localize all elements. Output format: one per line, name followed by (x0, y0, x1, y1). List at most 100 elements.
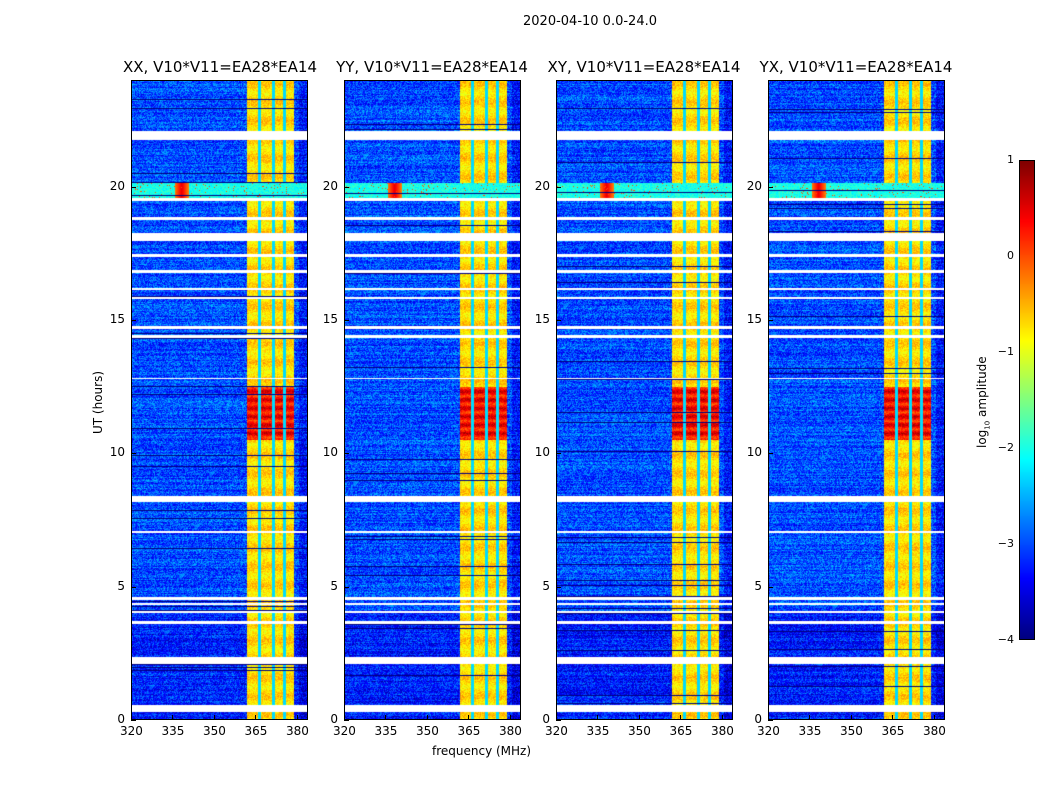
x-tick-mark (468, 715, 470, 720)
y-tick-label: 0 (754, 712, 762, 726)
heatmap-canvas-xx (132, 81, 307, 719)
y-tick-label: 20 (322, 178, 338, 193)
x-tick-label: 320 (120, 724, 143, 738)
x-tick-label: 365 (457, 724, 481, 738)
panel-title-xx: XX, V10*V11=EA28*EA14 (122, 58, 317, 76)
heatmap-canvas-yy (345, 81, 520, 719)
heatmap-yy (344, 80, 521, 720)
y-axis-label: UT (hours) (91, 370, 105, 434)
x-tick-mark (509, 715, 511, 720)
y-tick-label: 15 (534, 312, 550, 326)
x-tick-mark (721, 715, 723, 720)
x-tick-label: 350 (202, 724, 226, 738)
heatmap-xy (556, 80, 733, 720)
x-tick-label: 380 (710, 724, 734, 738)
panel-title-yy: YY, V10*V11=EA28*EA14 (336, 58, 528, 76)
y-tick-label: 10 (109, 445, 125, 460)
x-tick-mark (172, 715, 174, 720)
y-tick-mark (344, 186, 349, 188)
y-tick-label: 20 (109, 178, 125, 193)
y-tick-mark (344, 320, 349, 321)
y-tick-label: 15 (746, 312, 762, 326)
x-tick-mark (426, 715, 428, 720)
colorbar (1019, 160, 1035, 640)
x-tick-label: 335 (374, 724, 398, 738)
panel-title-xy: XY, V10*V11=EA28*EA14 (547, 58, 741, 76)
colorbar-tick-label: −4 (997, 633, 1014, 646)
x-tick-mark (933, 715, 935, 720)
y-tick-mark (131, 586, 136, 588)
y-tick-label: 5 (117, 578, 125, 593)
y-tick-mark (131, 320, 136, 321)
x-tick-label: 320 (545, 724, 568, 738)
y-tick-label: 5 (542, 578, 550, 593)
x-tick-mark (296, 715, 298, 720)
y-tick-label: 15 (109, 312, 125, 326)
colorbar-label: log10 amplitude (975, 356, 991, 448)
colorbar-tick-label: 0 (1007, 249, 1014, 262)
panel-title-yx: YX, V10*V11=EA28*EA14 (759, 58, 953, 76)
x-tick-mark (213, 715, 215, 720)
y-tick-label: 0 (542, 712, 550, 726)
y-tick-label: 10 (746, 445, 762, 460)
y-tick-mark (768, 720, 773, 721)
x-tick-label: 320 (333, 724, 356, 738)
y-tick-mark (131, 186, 136, 188)
y-tick-label: 0 (117, 712, 125, 726)
y-tick-mark (768, 586, 773, 588)
x-tick-label: 380 (922, 724, 946, 738)
colorbar-tick-label: −2 (997, 441, 1014, 454)
x-tick-mark (344, 715, 345, 720)
colorbar-label-sub: 10 (983, 420, 992, 430)
x-tick-mark (892, 715, 894, 720)
colorbar-gradient (1020, 161, 1034, 639)
y-tick-mark (344, 453, 349, 455)
x-tick-mark (131, 715, 132, 720)
figure-title: 2020-04-10 0.0-24.0 (523, 14, 657, 29)
x-tick-mark (255, 715, 257, 720)
x-tick-label: 365 (881, 724, 905, 738)
y-tick-mark (768, 453, 773, 455)
colorbar-label-log: log (975, 429, 989, 448)
colorbar-tick-label: 1 (1007, 153, 1014, 166)
x-tick-label: 350 (839, 724, 863, 738)
x-tick-mark (556, 715, 557, 720)
x-tick-mark (809, 715, 811, 720)
x-tick-label: 350 (415, 724, 439, 738)
y-tick-mark (344, 586, 349, 588)
y-tick-mark (131, 720, 136, 721)
heatmap-xx (131, 80, 308, 720)
y-tick-label: 15 (322, 312, 338, 326)
x-tick-mark (638, 715, 640, 720)
y-tick-label: 0 (330, 712, 338, 726)
x-tick-label: 320 (757, 724, 780, 738)
x-tick-label: 350 (627, 724, 651, 738)
colorbar-label-amplitude: amplitude (975, 356, 989, 421)
colorbar-tick-label: −3 (997, 537, 1014, 550)
x-tick-mark (850, 715, 852, 720)
x-tick-label: 365 (244, 724, 268, 738)
y-tick-mark (556, 186, 561, 188)
x-tick-label: 380 (498, 724, 522, 738)
heatmap-canvas-yx (769, 81, 944, 719)
x-axis-label: frequency (MHz) (432, 744, 532, 758)
y-tick-mark (768, 186, 773, 188)
heatmap-canvas-xy (557, 81, 732, 719)
x-tick-label: 335 (161, 724, 185, 738)
y-tick-mark (556, 453, 561, 455)
heatmap-yx (768, 80, 945, 720)
x-tick-label: 335 (586, 724, 610, 738)
y-tick-mark (556, 320, 561, 321)
y-tick-mark (768, 320, 773, 321)
x-tick-mark (385, 715, 387, 720)
y-tick-mark (556, 586, 561, 588)
x-tick-mark (597, 715, 599, 720)
x-tick-label: 335 (798, 724, 822, 738)
y-tick-label: 5 (754, 578, 762, 593)
y-tick-label: 10 (534, 445, 550, 460)
y-tick-mark (344, 720, 349, 721)
y-tick-label: 5 (330, 578, 338, 593)
x-tick-label: 380 (285, 724, 309, 738)
y-tick-mark (556, 720, 561, 721)
